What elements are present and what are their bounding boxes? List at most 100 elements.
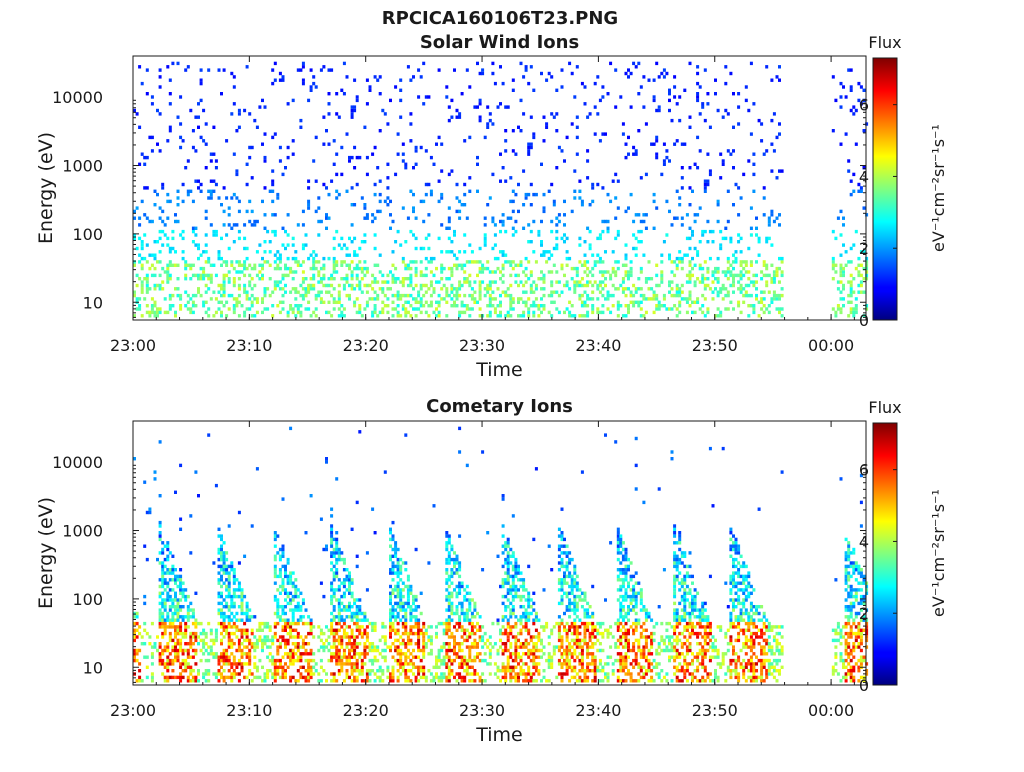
flux-cell (228, 608, 231, 611)
flux-cell (427, 314, 430, 317)
flux-cell (279, 280, 282, 283)
flux-cell (138, 304, 141, 307)
flux-cell (182, 582, 185, 585)
flux-cell (701, 304, 704, 307)
flux-cell (507, 217, 510, 220)
flux-cell (274, 62, 277, 65)
flux-cell (535, 260, 538, 263)
flux-cell (404, 314, 407, 317)
flux-cell (148, 508, 151, 511)
flux-cell (233, 223, 236, 226)
flux-cell (340, 642, 343, 645)
flux-cell (566, 264, 569, 267)
flux-cell (282, 578, 285, 581)
flux-cell (169, 79, 172, 82)
flux-cell (514, 153, 517, 156)
flux-cell (330, 679, 333, 682)
flux-cell (712, 280, 715, 283)
flux-cell (187, 612, 190, 615)
flux-cell (860, 85, 863, 88)
flux-cell (335, 301, 338, 304)
flux-cell (159, 592, 162, 595)
flux-cell (471, 666, 474, 669)
flux-cell (284, 669, 287, 672)
flux-cell (745, 85, 748, 88)
flux-cell (486, 304, 489, 307)
flux-cell (361, 612, 364, 615)
flux-cell (468, 672, 471, 675)
flux-cell (681, 223, 684, 226)
flux-cell (279, 267, 282, 270)
flux-cell (448, 605, 451, 608)
flux-cell (389, 595, 392, 598)
flux-cell (351, 578, 354, 581)
flux-cell (264, 307, 267, 310)
flux-cell (328, 629, 331, 632)
flux-cell (238, 645, 241, 648)
flux-cell (453, 645, 456, 648)
flux-cell (512, 676, 515, 679)
flux-cell (225, 585, 228, 588)
flux-cell (302, 79, 305, 82)
flux-cell (525, 267, 528, 270)
flux-cell (177, 639, 180, 642)
flux-cell (407, 598, 410, 601)
flux-cell (146, 274, 149, 277)
flux-cell (640, 294, 643, 297)
flux-cell (289, 267, 292, 270)
flux-cell (837, 287, 840, 290)
flux-cell (392, 561, 395, 564)
flux-cell (241, 642, 244, 645)
flux-cell (197, 277, 200, 280)
flux-cell (755, 297, 758, 300)
flux-cell (717, 200, 720, 203)
flux-cell (292, 595, 295, 598)
flux-cell (527, 143, 530, 146)
flux-cell (517, 284, 520, 287)
flux-cell (696, 82, 699, 85)
flux-cell (392, 578, 395, 581)
flux-cell (276, 652, 279, 655)
flux-cell (433, 504, 436, 507)
flux-cell (138, 260, 141, 263)
flux-cell (601, 260, 604, 263)
flux-cell (566, 250, 569, 253)
flux-cell (166, 270, 169, 273)
flux-cell (450, 270, 453, 273)
flux-cell (840, 307, 843, 310)
flux-cell (358, 656, 361, 659)
flux-cell (322, 267, 325, 270)
flux-cell (509, 602, 512, 605)
flux-cell (450, 99, 453, 102)
flux-cell (752, 173, 755, 176)
flux-cell (729, 240, 732, 243)
flux-cell (333, 676, 336, 679)
flux-cell (732, 203, 735, 206)
flux-cell (627, 277, 630, 280)
flux-cell (397, 662, 400, 665)
flux-cell (292, 307, 295, 310)
flux-cell (374, 679, 377, 682)
flux-cell (512, 588, 515, 591)
flux-cell (292, 635, 295, 638)
flux-cell (704, 68, 707, 71)
flux-cell (330, 68, 333, 71)
flux-cell (566, 284, 569, 287)
flux-cell (358, 156, 361, 159)
flux-cell (397, 568, 400, 571)
flux-cell (481, 645, 484, 648)
flux-cell (435, 635, 438, 638)
flux-cell (392, 280, 395, 283)
flux-cell (456, 656, 459, 659)
flux-cell (860, 280, 863, 283)
flux-cell (171, 264, 174, 267)
flux-cell (302, 666, 305, 669)
flux-cell (235, 169, 238, 172)
flux-cell (840, 254, 843, 257)
flux-cell (676, 284, 679, 287)
flux-cell (243, 274, 246, 277)
flux-cell (335, 659, 338, 662)
flux-cell (832, 257, 835, 260)
flux-cell (228, 571, 231, 574)
flux-cell (338, 243, 341, 246)
